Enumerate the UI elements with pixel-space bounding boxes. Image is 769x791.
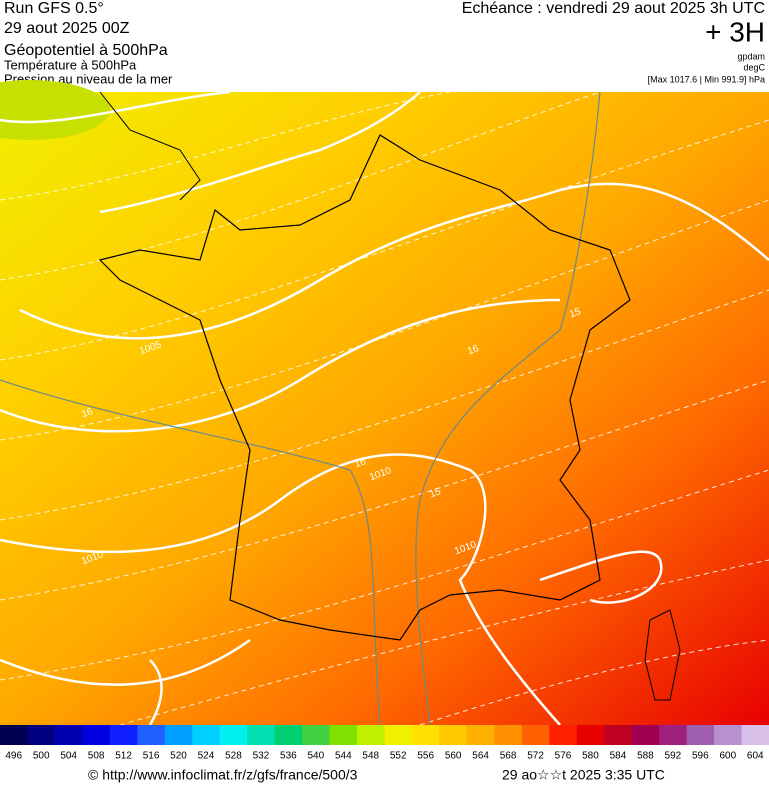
colorbar-label: 592 [665, 751, 682, 762]
colorbar-swatch [521, 725, 550, 745]
colorbar-label: 532 [253, 751, 270, 762]
colorbar-label: 596 [692, 751, 709, 762]
colorbar-swatch [27, 725, 56, 745]
contour-label: 16 [80, 406, 95, 420]
colorbar-label: 572 [527, 751, 544, 762]
source: © http://www.infoclimat.fr/z/gfs/france/… [88, 767, 358, 783]
colorbar-swatch [164, 725, 193, 745]
colorbar-label: 548 [362, 751, 379, 762]
france-outline [98, 134, 631, 641]
colorbar-swatch [659, 725, 688, 745]
colorbar-label: 520 [170, 751, 187, 762]
colorbar-swatch [631, 725, 660, 745]
colorbar-swatch [549, 725, 578, 745]
unit: degC [743, 62, 765, 72]
echeance: Echéance : vendredi 29 aout 2025 3h UTC [462, 0, 765, 17]
map-field [0, 80, 110, 140]
colorbar-label: 496 [5, 751, 22, 762]
colorbar-label: 528 [225, 751, 242, 762]
colorbar-swatch [219, 725, 248, 745]
colorbar-swatch [494, 725, 523, 745]
field: Température à 500hPa [4, 57, 137, 72]
colorbar-label: 512 [115, 751, 132, 762]
corsica-outline [644, 609, 681, 701]
colorbar-swatch [0, 725, 28, 745]
colorbar-label: 508 [88, 751, 105, 762]
colorbar-swatch [247, 725, 276, 745]
colorbar-label: 544 [335, 751, 352, 762]
colorbar-label: 588 [637, 751, 654, 762]
colorbar-swatch [137, 725, 166, 745]
colorbar-swatch [54, 725, 83, 745]
unit: gpdam [737, 51, 765, 61]
colorbar-label: 524 [198, 751, 215, 762]
colorbar-swatch [384, 725, 413, 745]
colorbar-swatch [109, 725, 138, 745]
colorbar-label: 552 [390, 751, 407, 762]
colorbar-label: 604 [747, 751, 764, 762]
run-date: 29 aout 2025 00Z [4, 20, 130, 37]
contour-label: 16 [466, 343, 481, 357]
colorbar-label: 536 [280, 751, 297, 762]
colorbar-swatch [357, 725, 385, 745]
colorbar-label: 584 [610, 751, 627, 762]
colorbar-label: 540 [307, 751, 324, 762]
colorbar-swatch [741, 725, 769, 745]
temperature-isolines [0, 91, 769, 726]
offset: + 3H [705, 16, 765, 47]
colorbar-label: 580 [582, 751, 599, 762]
colorbar-swatch [82, 725, 111, 745]
run: Run GFS 0.5° [4, 0, 104, 17]
contour-label: 15 [428, 486, 443, 500]
colorbar-swatch [466, 725, 495, 745]
colorbar-swatch [302, 725, 331, 745]
contour-label: 15 [568, 306, 583, 320]
map-field [0, 92, 769, 725]
contour-label: 16 [353, 456, 368, 470]
colorbar-swatch [576, 725, 605, 745]
colorbar-label: 568 [500, 751, 517, 762]
colorbar-label: 556 [417, 751, 434, 762]
field: Géopotentiel à 500hPa [4, 42, 168, 59]
colorbar-swatch [274, 725, 303, 745]
england-coast [99, 91, 201, 201]
pressure-range: [Max 1017.6 | Min 991.9] hPa [648, 74, 765, 84]
colorbar-swatch [604, 725, 633, 745]
colorbar-label: 516 [143, 751, 160, 762]
footer: © http://www.infoclimat.fr/z/gfs/france/… [88, 767, 665, 783]
colorbar-label: 560 [445, 751, 462, 762]
colorbar-swatch [686, 725, 715, 745]
colorbar-label: 500 [33, 751, 50, 762]
colorbar-swatch [439, 725, 468, 745]
geopotential-isolines [0, 90, 769, 726]
colorbar-label: 600 [719, 751, 736, 762]
colorbar-swatch [411, 725, 440, 745]
colorbar-label: 504 [60, 751, 77, 762]
colorbar: 496 500 504 508 512 516 520 524 528 532 536 540 544 5… [0, 725, 769, 762]
colorbar-swatch [329, 725, 358, 745]
timestamp: 29 ao☆☆t 2025 3:35 UTC [502, 767, 665, 783]
colorbar-swatch [192, 725, 221, 745]
colorbar-swatch [714, 725, 743, 745]
colorbar-label: 576 [555, 751, 572, 762]
colorbar-label: 564 [472, 751, 489, 762]
header: Run GFS 0.5° 29 aout 2025 00Z Géopotenti… [4, 0, 766, 86]
